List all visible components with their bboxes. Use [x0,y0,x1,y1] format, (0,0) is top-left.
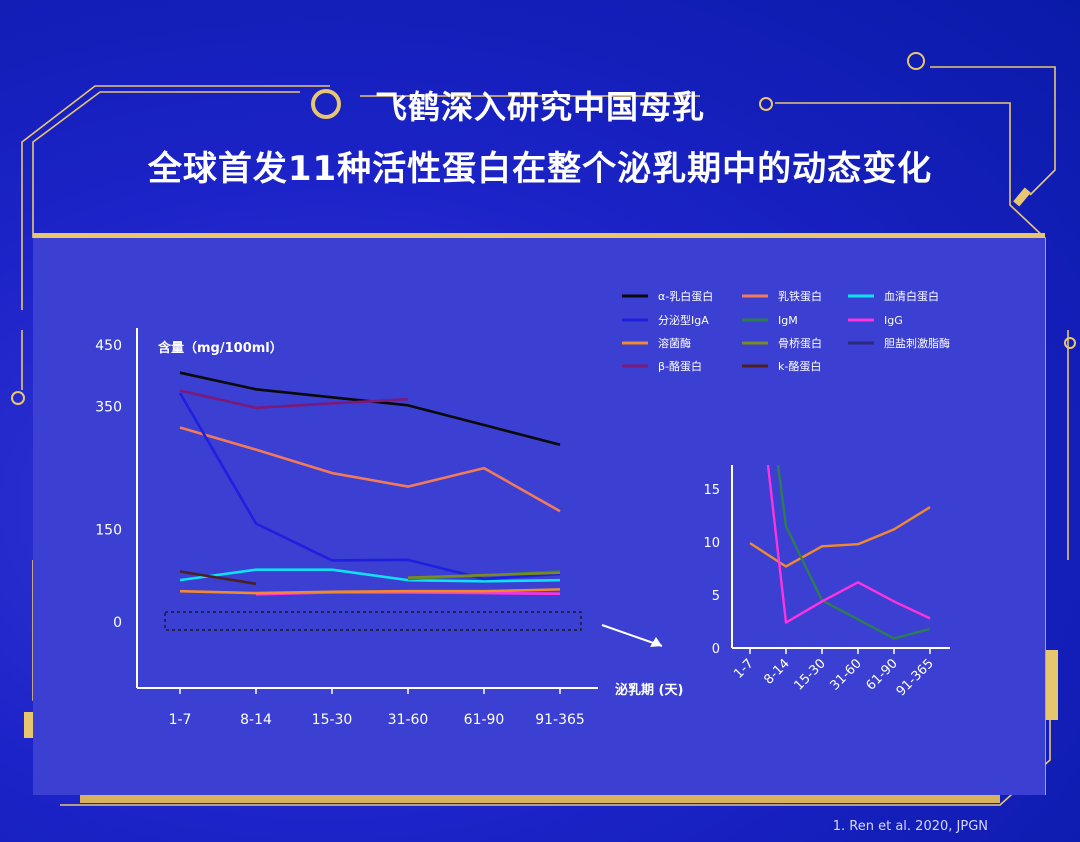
series-line-3 [178,392,561,581]
main-x-tick-label: 91-365 [535,712,585,728]
source-citation: 1. Ren et al. 2020, JPGN [832,819,988,834]
chart-panel [33,238,1045,795]
series-line-0 [179,371,561,446]
main-y-axis-label: 含量（mg/100ml） [157,340,283,356]
series-line-7 [407,571,561,579]
inset-x-tick-label: 1-7 [731,656,757,682]
main-x-tick-label: 8-14 [240,712,272,728]
main-x-tick-label: 1-7 [169,712,192,728]
series-line-9 [179,389,409,410]
inset-x-tick-label: 91-365 [894,656,937,699]
inset-x-tick-label: 31-60 [828,656,865,693]
series-line-1 [179,426,561,513]
legend-label: 乳铁蛋白 [778,289,822,303]
inset-series-line-2 [766,464,931,624]
inset-y-tick-label: 0 [712,642,720,657]
main-y-tick-label: 150 [95,523,122,539]
legend-label: k-酪蛋白 [778,359,821,373]
legend-label: IgG [884,314,903,327]
inset-series-line-1 [776,464,931,640]
main-y-tick-label: 450 [95,338,122,354]
main-x-tick-label: 15-30 [312,712,353,728]
legend-label: 溶菌酶 [658,336,691,350]
inset-x-tick-label: 8-14 [761,656,792,687]
inset-y-tick-label: 10 [703,536,720,551]
legend-label: 骨桥蛋白 [778,336,822,350]
legend-label: 分泌型IgA [658,313,709,327]
page-subtitle: 全球首发11种活性蛋白在整个泌乳期中的动态变化 [147,149,933,189]
legend-label: α-乳白蛋白 [658,289,713,303]
inset-x-tick-label: 15-30 [792,656,829,693]
main-y-tick-label: 0 [113,615,122,631]
series-line-6 [179,588,561,595]
zoom-region-box [164,611,582,631]
main-x-tick-label: 61-90 [464,712,505,728]
inset-y-tick-label: 5 [712,589,720,604]
main-x-tick-label: 31-60 [388,712,429,728]
zoom-arrow-head [650,637,662,647]
series-line-2 [179,568,561,583]
legend-label: 胆盐刺激脂酶 [884,336,950,350]
page-title: 飞鹤深入研究中国母乳 [374,88,705,126]
inset-y-tick-label: 15 [703,483,720,498]
main-y-tick-label: 350 [95,400,122,416]
legend-label: IgM [778,314,798,327]
main-x-axis-label: 泌乳期 (天) [615,682,683,698]
legend-label: 血清白蛋白 [884,289,939,303]
zoom-arrow [601,624,663,647]
series-line-10 [179,570,257,586]
legend-label: β-酪蛋白 [658,359,702,373]
